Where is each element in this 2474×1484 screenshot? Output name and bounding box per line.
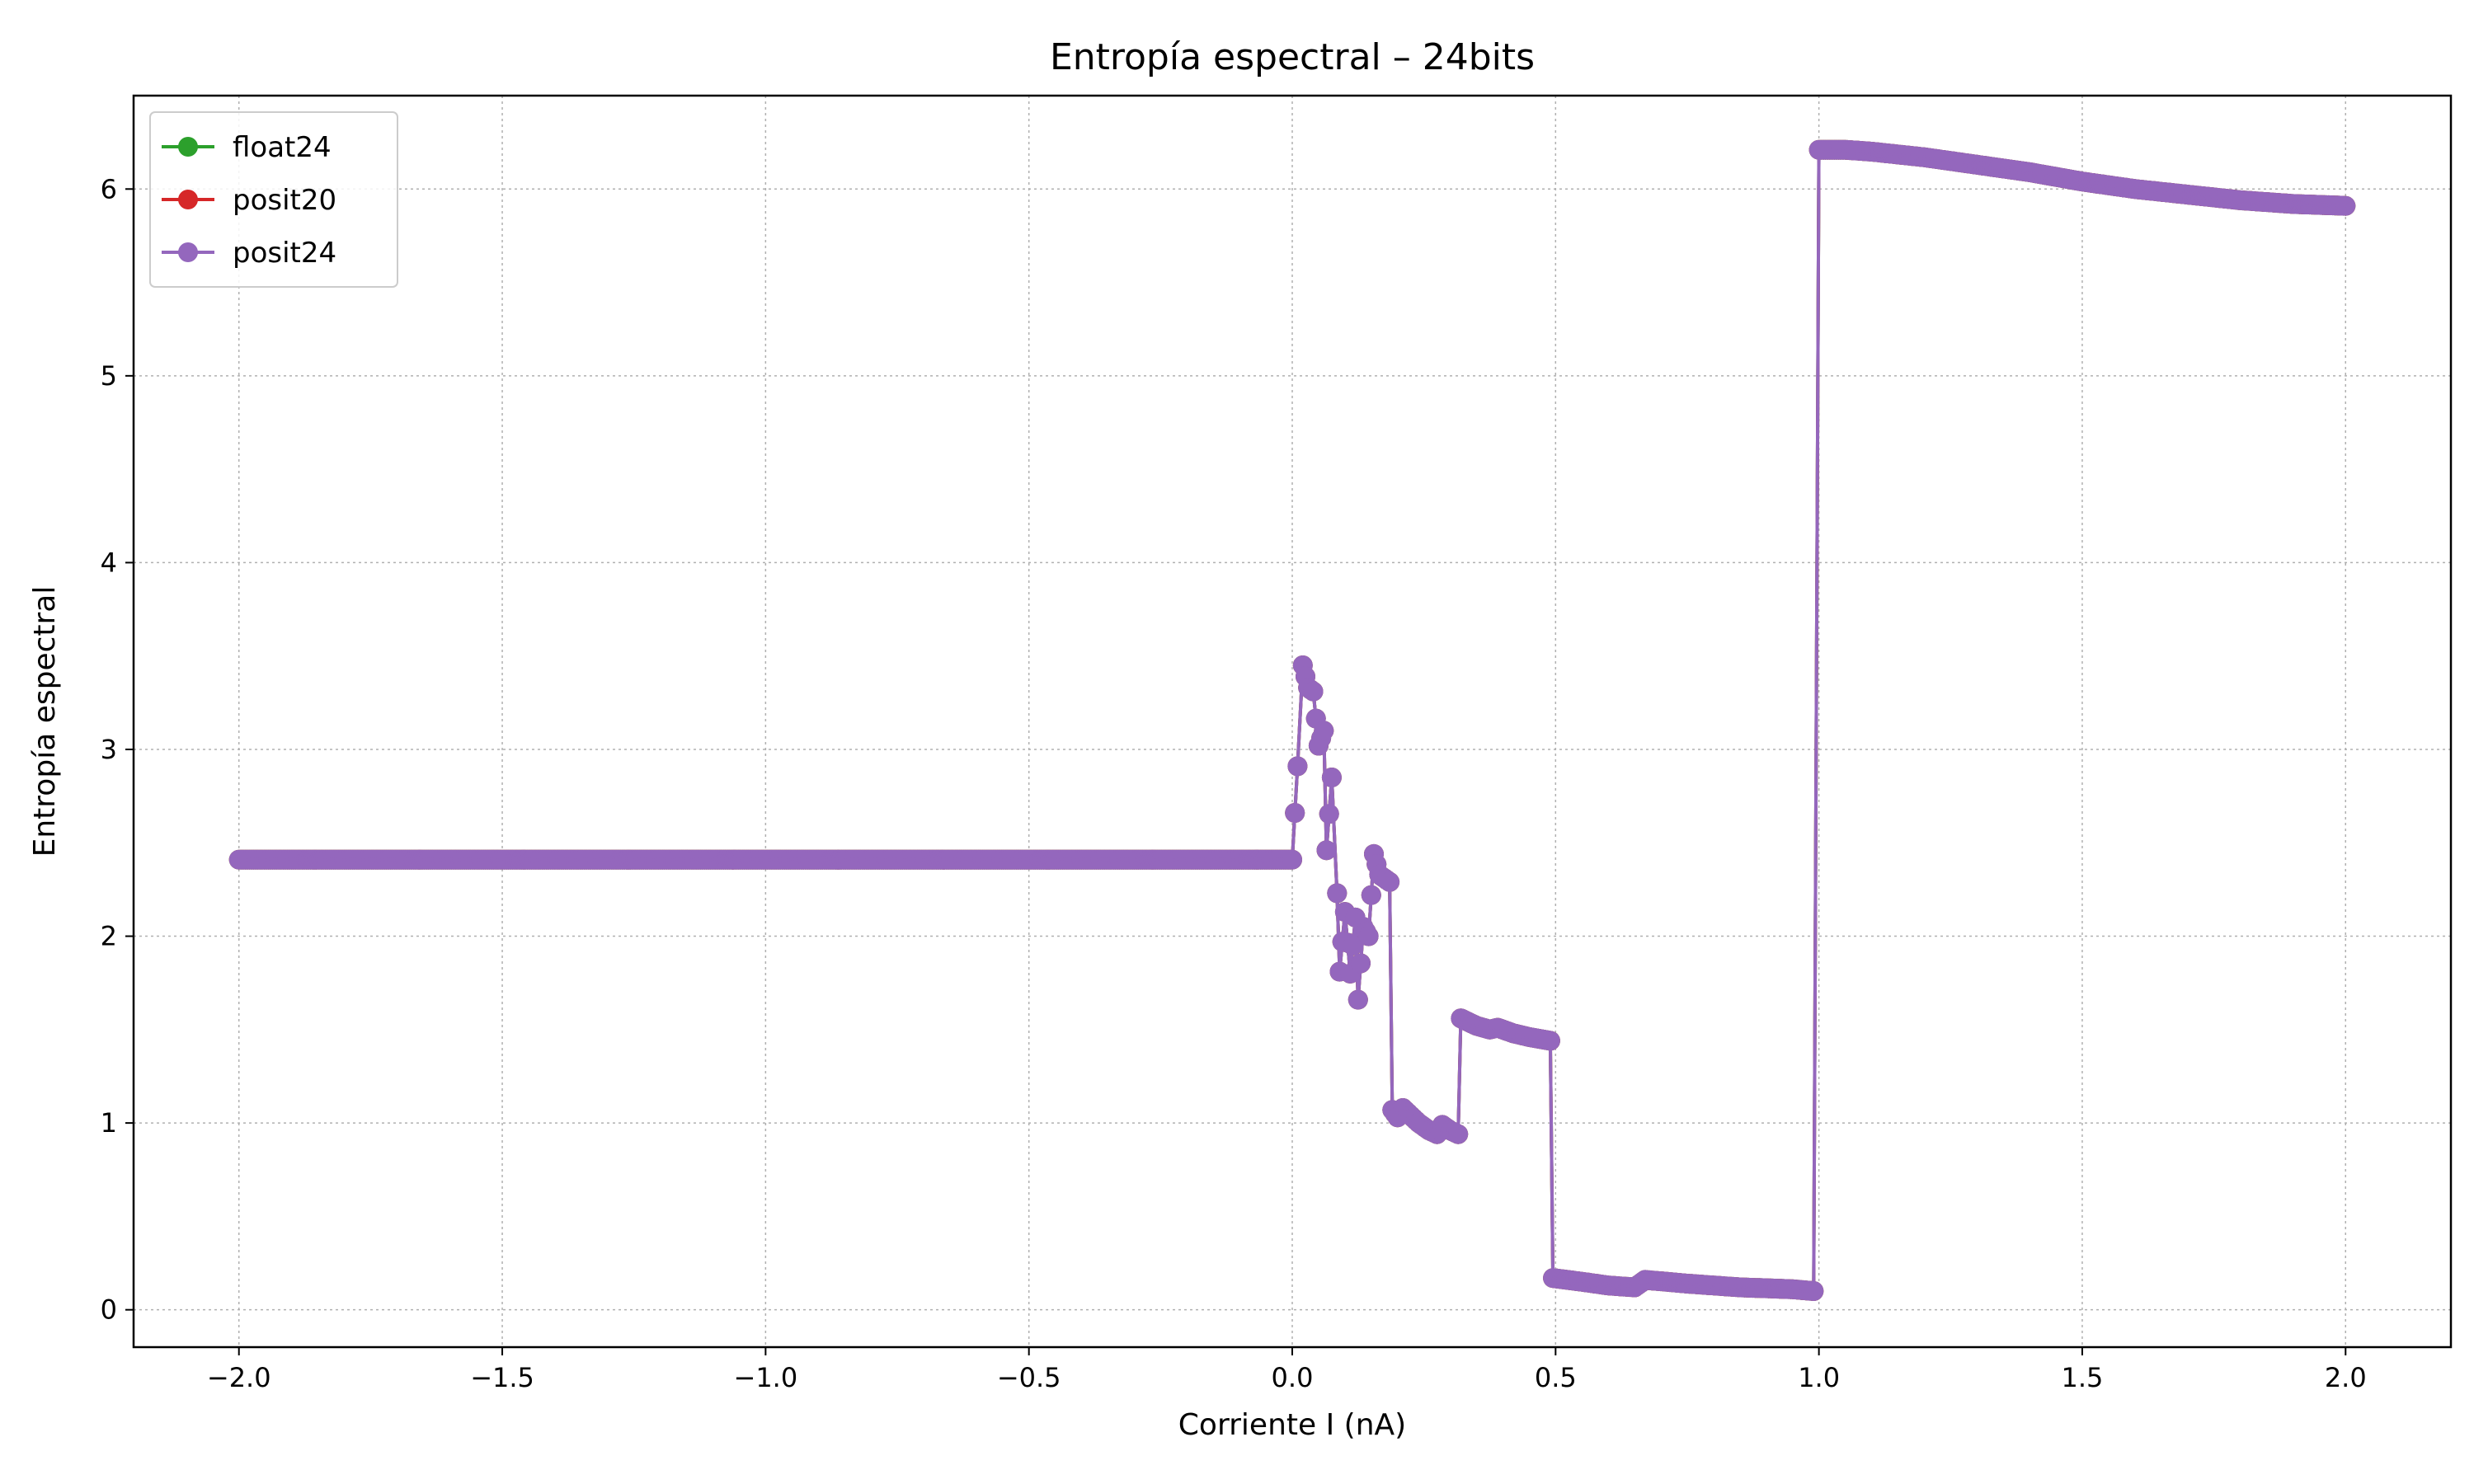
data-point bbox=[1804, 1281, 1824, 1301]
y-tick-label: 4 bbox=[101, 547, 117, 578]
legend-label: posit24 bbox=[233, 237, 336, 270]
data-point bbox=[1314, 721, 1334, 741]
x-tick-label: −0.5 bbox=[997, 1362, 1061, 1393]
data-point bbox=[1361, 885, 1381, 905]
axis-ticks: −2.0 −1.5 −1.0 −0.5 0.0 0.5 1.0 1.5 2.0 0 1 2 3 4 5 6 bbox=[101, 173, 2367, 1393]
y-tick-label: 1 bbox=[101, 1107, 117, 1139]
y-axis-label: Entropía espectral bbox=[28, 586, 62, 857]
data-point bbox=[1358, 926, 1379, 946]
legend-item-posit20: posit20 bbox=[162, 184, 336, 217]
data-point bbox=[1316, 840, 1337, 861]
data-point bbox=[1343, 935, 1363, 956]
legend: float24 posit20 posit24 bbox=[149, 111, 398, 288]
y-tick-label: 3 bbox=[101, 734, 117, 765]
data-point bbox=[1351, 953, 1371, 974]
chart-title: Entropía espectral – 24bits bbox=[1050, 36, 1535, 78]
legend-marker bbox=[178, 242, 198, 262]
data-point bbox=[1321, 768, 1342, 787]
x-axis-label: Corriente I (nA) bbox=[1178, 1408, 1406, 1442]
data-point bbox=[1380, 871, 1400, 892]
x-tick-label: 2.0 bbox=[2325, 1362, 2367, 1393]
data-point bbox=[1319, 804, 1339, 824]
y-tick-label: 5 bbox=[101, 360, 117, 392]
legend-marker bbox=[178, 190, 198, 209]
data-point bbox=[1285, 803, 1305, 823]
data-point bbox=[1287, 756, 1308, 777]
y-tick-label: 2 bbox=[101, 921, 117, 952]
data-point bbox=[1303, 681, 1324, 702]
data-point bbox=[1540, 1031, 1560, 1051]
x-tick-label: −2.0 bbox=[207, 1362, 271, 1393]
plot-series bbox=[228, 139, 2356, 1301]
legend-box bbox=[149, 111, 398, 288]
legend-marker bbox=[178, 137, 198, 157]
legend-item-float24: float24 bbox=[162, 131, 332, 164]
data-point bbox=[1282, 849, 1302, 870]
data-point bbox=[2335, 195, 2356, 216]
legend-label: posit20 bbox=[233, 184, 336, 217]
x-tick-label: 1.0 bbox=[1798, 1362, 1840, 1393]
y-tick-label: 0 bbox=[101, 1294, 117, 1326]
x-tick-label: −1.5 bbox=[470, 1362, 534, 1393]
x-tick-label: 0.5 bbox=[1535, 1362, 1577, 1393]
data-point bbox=[1327, 883, 1348, 904]
y-tick-label: 6 bbox=[101, 173, 117, 204]
data-point bbox=[1348, 989, 1368, 1010]
grid bbox=[134, 96, 2451, 1347]
series-posit24 bbox=[228, 139, 2356, 1301]
data-point bbox=[1448, 1124, 1469, 1144]
legend-item-posit24: posit24 bbox=[162, 237, 336, 270]
legend-label: float24 bbox=[233, 131, 332, 164]
x-tick-label: 1.5 bbox=[2062, 1362, 2104, 1393]
x-tick-label: −1.0 bbox=[734, 1362, 798, 1393]
x-tick-label: 0.0 bbox=[1272, 1362, 1314, 1393]
